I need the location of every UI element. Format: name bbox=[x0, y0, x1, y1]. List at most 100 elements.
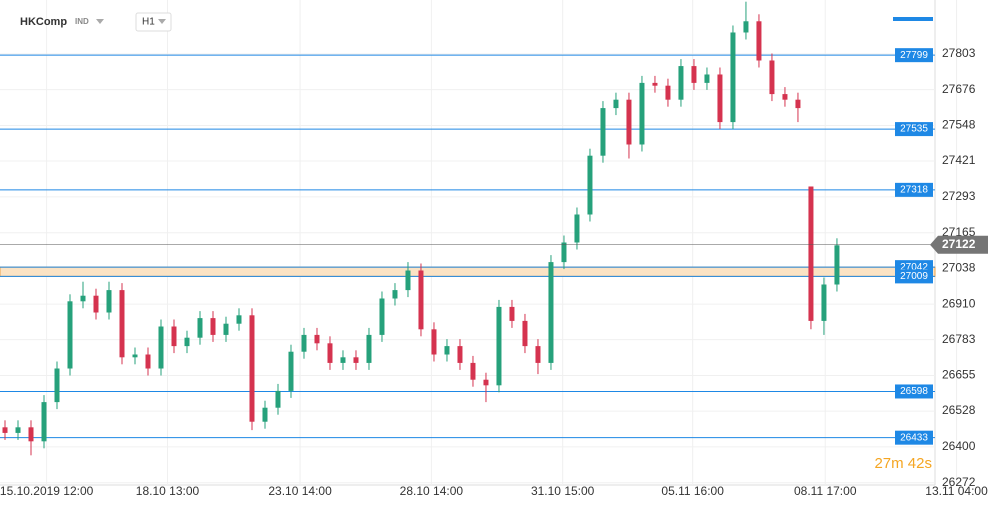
x-tick-label: 31.10 15:00 bbox=[531, 484, 595, 498]
y-tick-label: 26783 bbox=[942, 332, 976, 346]
candle-body bbox=[522, 320, 528, 347]
y-tick-label: 26528 bbox=[942, 403, 976, 417]
candle-body bbox=[834, 245, 840, 285]
candle-body bbox=[561, 242, 567, 263]
candle-body bbox=[171, 326, 177, 347]
candle-body bbox=[431, 329, 437, 355]
x-tick-label: 15.10.2019 12:00 bbox=[0, 484, 94, 498]
candle-body bbox=[184, 337, 190, 347]
level-label: 27318 bbox=[900, 184, 928, 195]
symbol: HKComp bbox=[20, 16, 67, 28]
x-tick-label: 18.10 13:00 bbox=[136, 484, 200, 498]
candle-body bbox=[444, 346, 450, 355]
candle-body bbox=[652, 82, 658, 86]
candle-body bbox=[106, 290, 112, 313]
candle-body bbox=[262, 407, 268, 422]
candle-body bbox=[418, 270, 424, 330]
candle-body bbox=[795, 99, 801, 109]
current-price-label: 27122 bbox=[942, 237, 976, 251]
candle-body bbox=[275, 390, 281, 408]
candle-body bbox=[639, 82, 645, 145]
candle-body bbox=[2, 427, 8, 433]
candle-body bbox=[236, 315, 242, 324]
y-tick-label: 26272 bbox=[942, 475, 976, 489]
level-label-box bbox=[895, 384, 933, 399]
candle-body bbox=[158, 326, 164, 369]
candle-body bbox=[808, 186, 814, 321]
level-label: 26433 bbox=[900, 432, 928, 443]
candle-body bbox=[327, 343, 333, 363]
timer: 27m 42s bbox=[874, 455, 932, 472]
x-tick-label: 28.10 14:00 bbox=[400, 484, 464, 498]
candle-body bbox=[145, 354, 151, 369]
candle-body bbox=[54, 368, 60, 403]
candle-body bbox=[769, 60, 775, 95]
grid bbox=[0, 0, 958, 486]
y-tick-label: 27293 bbox=[942, 189, 976, 203]
candle-body bbox=[678, 66, 684, 100]
y-tick-label: 27165 bbox=[942, 225, 976, 239]
zone bbox=[0, 266, 936, 277]
timeframe[interactable]: H1 bbox=[142, 17, 155, 28]
candle-body bbox=[301, 334, 307, 352]
candle-body bbox=[41, 402, 47, 442]
level-label: 26598 bbox=[900, 386, 928, 397]
y-tick-label: 26655 bbox=[942, 368, 976, 382]
candle-body bbox=[15, 427, 21, 433]
candle-body bbox=[457, 346, 463, 363]
candle-body bbox=[535, 346, 541, 363]
level-label: 27009 bbox=[900, 271, 928, 282]
candle-body bbox=[132, 354, 138, 358]
indicator-bar bbox=[893, 17, 933, 21]
candle-body bbox=[80, 295, 86, 302]
y-tick-label: 27038 bbox=[942, 260, 976, 274]
candle-body bbox=[340, 357, 346, 363]
candle-body bbox=[587, 155, 593, 215]
x-tick-label: 13.11 04:00 bbox=[925, 484, 988, 498]
level-label: 27799 bbox=[900, 50, 928, 61]
candle-body bbox=[626, 99, 632, 145]
candle-body bbox=[821, 284, 827, 321]
candle-body bbox=[288, 351, 294, 391]
level-label-box bbox=[895, 430, 933, 445]
candle-body bbox=[197, 318, 203, 338]
candle-body bbox=[743, 21, 749, 33]
candle-body bbox=[756, 21, 762, 61]
candle-body bbox=[483, 379, 489, 386]
level-label: 27042 bbox=[900, 262, 928, 273]
candle-body bbox=[613, 99, 619, 109]
candle-body bbox=[28, 427, 34, 442]
y-tick-label: 26400 bbox=[942, 439, 976, 453]
candle-body bbox=[405, 270, 411, 291]
candle-body bbox=[249, 315, 255, 422]
level-label: 27535 bbox=[900, 124, 928, 135]
timeframe-dropdown[interactable] bbox=[158, 19, 166, 24]
candle-body bbox=[119, 290, 125, 358]
market-dropdown[interactable] bbox=[96, 19, 104, 24]
candle-body bbox=[470, 362, 476, 380]
level-label-box bbox=[895, 182, 933, 197]
x-tick-label: 05.11 16:00 bbox=[661, 484, 724, 498]
candle-body bbox=[730, 32, 736, 123]
level-label-box bbox=[895, 48, 933, 63]
candle-body bbox=[717, 74, 723, 123]
y-tick-label: 27676 bbox=[942, 82, 976, 96]
candle-body bbox=[67, 301, 73, 369]
x-tick-label: 23.10 14:00 bbox=[268, 484, 332, 498]
current-price-box bbox=[930, 235, 988, 254]
candle-body bbox=[496, 306, 502, 386]
candle-body bbox=[704, 74, 710, 83]
candle-body bbox=[600, 108, 606, 156]
candle-body bbox=[379, 298, 385, 335]
candle-body bbox=[314, 334, 320, 344]
timeframe-select[interactable] bbox=[135, 12, 172, 32]
candle-body bbox=[353, 357, 359, 363]
candle-body bbox=[366, 334, 372, 363]
candle-body bbox=[210, 318, 216, 335]
market[interactable]: IND bbox=[75, 17, 89, 26]
candle-body bbox=[665, 85, 671, 100]
candle-body bbox=[392, 290, 398, 299]
y-tick-label: 27548 bbox=[942, 118, 976, 132]
